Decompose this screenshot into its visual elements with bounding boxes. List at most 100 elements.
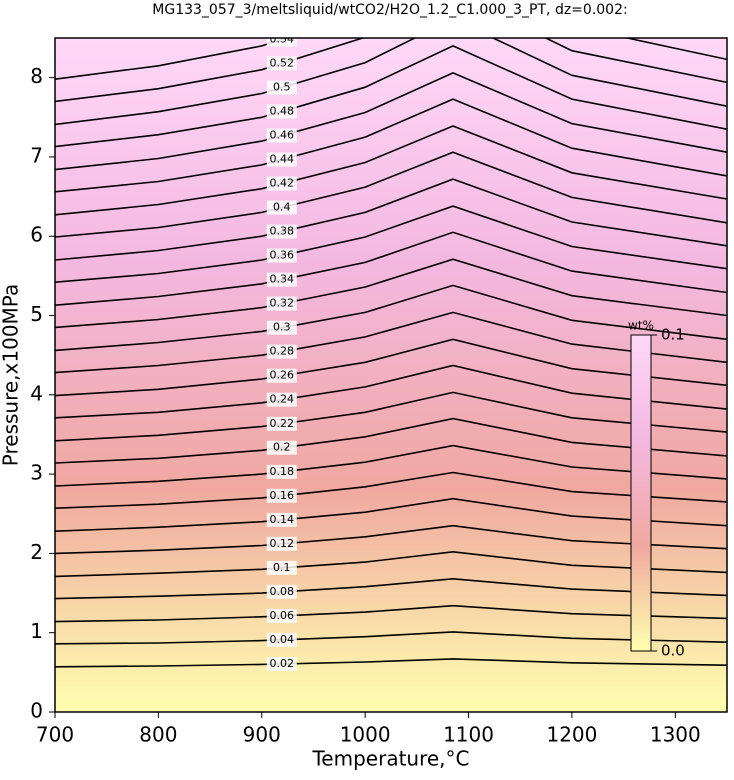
contour-label: 0.42	[270, 177, 295, 190]
y-tick-label: 2	[30, 540, 43, 564]
contour-label-bg	[266, 440, 297, 455]
contour-line	[55, 338, 727, 397]
contour-label: 0.08	[270, 585, 295, 598]
contour-line	[55, 284, 727, 352]
contour-label: 0.18	[270, 465, 295, 478]
contour-line	[55, 417, 727, 464]
contour-line	[55, 604, 727, 623]
y-axis-label: Pressure,x100MPa	[0, 284, 23, 466]
chart-title: MG133_057_3/meltsliquid/wtCO2/H2O_1.2_C1…	[152, 2, 627, 18]
contour-label: 0.32	[270, 297, 295, 310]
contour-label: 0.54	[270, 32, 295, 45]
colorbar-tick-label: 0.0	[661, 642, 685, 660]
y-tick-label: 0	[30, 699, 43, 723]
contour-line	[55, 231, 727, 306]
contour-label-bg	[266, 152, 297, 167]
contour-label: 0.1	[273, 561, 291, 574]
contour-label-bg	[266, 344, 297, 359]
contour-line	[55, 497, 727, 532]
colorbar	[630, 334, 652, 652]
contour-label-bg	[266, 296, 297, 311]
contour-line	[55, 178, 727, 261]
contour-label-bg	[266, 272, 297, 287]
contour-label: 0.28	[270, 345, 295, 358]
contour-label: 0.14	[270, 513, 295, 526]
contour-label: 0.22	[270, 417, 295, 430]
contour-line	[55, 45, 727, 148]
colorbar-title: wt%	[628, 319, 654, 333]
contour-line	[55, 471, 727, 509]
contour-label: 0.16	[270, 489, 295, 502]
contour-label-bg	[266, 416, 297, 431]
contour-line	[55, 151, 727, 238]
contour-line	[55, 125, 727, 216]
contour-label-bg	[266, 368, 297, 383]
contour-label-bg	[266, 608, 297, 623]
x-tick-label: 1000	[340, 723, 391, 747]
contour-label: 0.52	[270, 56, 295, 69]
y-tick-label: 5	[30, 302, 43, 326]
contour-label: 0.2	[273, 441, 291, 454]
colorbar-tick-label: 0.1	[661, 326, 685, 344]
contour-line	[55, 391, 727, 442]
contour-label-bg	[266, 104, 297, 119]
contour-label-bg	[266, 128, 297, 143]
contour-label-bg	[266, 488, 297, 503]
contour-label-bg	[266, 320, 297, 335]
contour-line	[55, 258, 727, 329]
plot-area	[55, 38, 727, 712]
contour-label-bg	[266, 584, 297, 599]
contour-label-bg	[266, 464, 297, 479]
contour-line	[55, 444, 727, 487]
contour-label: 0.3	[273, 321, 291, 334]
contour-label: 0.36	[270, 249, 295, 262]
x-tick-label: 900	[243, 723, 281, 747]
contour-line	[55, 38, 727, 80]
contour-label: 0.4	[273, 201, 291, 214]
contour-label: 0.48	[270, 104, 295, 117]
contour-label: 0.5	[273, 81, 291, 94]
contour-label-bg	[266, 80, 297, 95]
y-tick-label: 7	[30, 143, 43, 167]
contour-label: 0.02	[270, 657, 295, 670]
contour-label: 0.38	[270, 225, 295, 238]
x-tick-label: 1300	[650, 723, 701, 747]
y-tick-label: 4	[30, 381, 43, 405]
contour-label: 0.12	[270, 537, 295, 550]
contour-label: 0.04	[270, 633, 295, 646]
contour-line	[55, 205, 727, 283]
contour-label-bg	[266, 392, 297, 407]
y-tick-label: 6	[30, 223, 43, 247]
contour-label-bg	[266, 224, 297, 239]
contour-line	[55, 577, 727, 600]
x-tick-label: 1200	[546, 723, 597, 747]
x-tick-label: 700	[36, 723, 74, 747]
y-tick-label: 3	[30, 461, 43, 485]
contour-label-bg	[266, 38, 297, 47]
y-tick-label: 8	[30, 64, 43, 88]
contour-label-bg	[266, 176, 297, 191]
contour-label: 0.24	[270, 393, 295, 406]
contour-label-bg	[266, 536, 297, 551]
contour-label-bg	[266, 200, 297, 215]
contour-label-bg	[266, 632, 297, 647]
contour-label: 0.44	[270, 153, 295, 166]
contour-line	[55, 524, 727, 555]
contour-line	[55, 98, 727, 193]
contour-label: 0.26	[270, 369, 295, 382]
contour-line	[55, 658, 727, 668]
contour-label-bg	[266, 512, 297, 527]
contour-line	[55, 311, 727, 374]
contour-label-bg	[266, 560, 297, 575]
plot-frame	[54, 37, 728, 713]
x-tick-label: 1100	[443, 723, 494, 747]
contour-line	[55, 72, 727, 171]
contour-label-bg	[266, 656, 297, 671]
contour-label-bg	[266, 56, 297, 71]
x-tick-label: 800	[139, 723, 177, 747]
contour-label: 0.34	[270, 273, 295, 286]
contour-label: 0.46	[270, 129, 295, 142]
contour-line	[55, 38, 727, 103]
contour-line	[55, 38, 727, 126]
